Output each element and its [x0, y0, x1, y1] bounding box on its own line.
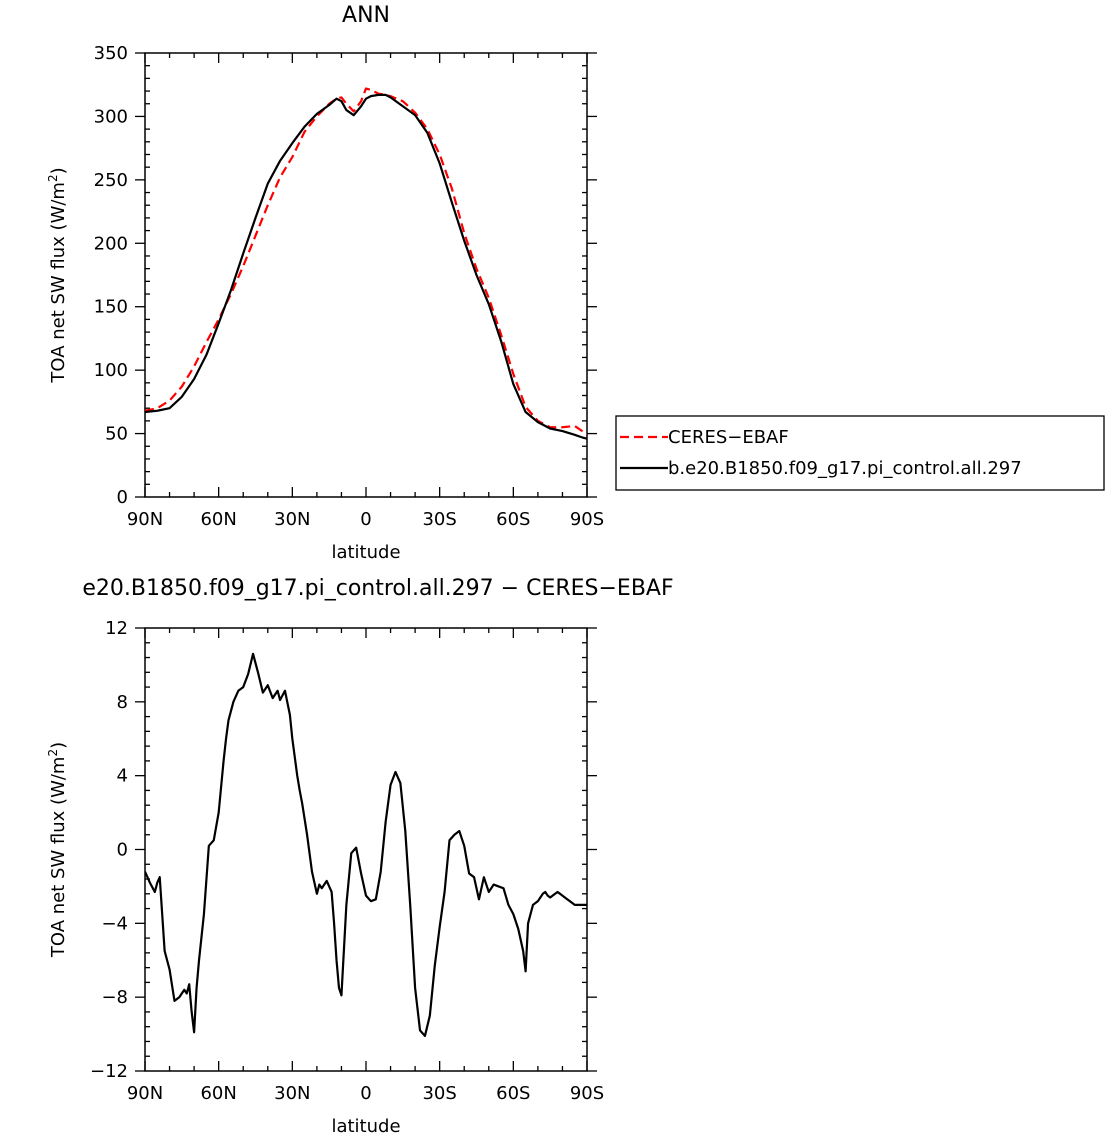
- legend-box: [615, 415, 1105, 491]
- y-axis-label: TOA net SW flux (W/m2): [46, 742, 69, 958]
- legend: CERES−EBAF b.e20.B1850.f09_g17.pi_control…: [615, 415, 1105, 491]
- top-panel: ANN 90N 60N 30N 0 30S 60S 90S 0 50 100 150 200 250 300…: [46, 3, 604, 563]
- y-tick-label: 0: [117, 840, 128, 861]
- x-tick-label: 30N: [274, 509, 310, 530]
- x-tick-label: 90N: [127, 1083, 163, 1104]
- series-line-b-e20-b1850-f09-g17-pi-control-all-297: [145, 93, 587, 440]
- x-tick-label: 90S: [570, 509, 604, 530]
- y-tick-label: 50: [105, 424, 128, 445]
- chart-title: ANN: [342, 3, 390, 28]
- bottom-panel: e20.B1850.f09_g17.pi_control.all.297 − C…: [46, 576, 674, 1137]
- y-axis-label: TOA net SW flux (W/m2): [46, 167, 69, 383]
- x-tick-label: 90S: [570, 1083, 604, 1104]
- y-tick-label: −12: [90, 1061, 128, 1082]
- x-axis-label: latitude: [331, 1116, 400, 1137]
- y-tick-label: 100: [94, 360, 128, 381]
- y-tick-label: 12: [105, 618, 128, 639]
- legend-label: CERES−EBAF: [668, 427, 789, 448]
- y-tick-label: 300: [94, 106, 128, 127]
- x-tick-label: 0: [360, 509, 371, 530]
- series-line-difference: [145, 652, 587, 1038]
- x-tick-label: 60N: [200, 509, 236, 530]
- y-tick-label: 250: [94, 170, 128, 191]
- y-tick-label: 8: [117, 692, 128, 713]
- plot-frame: [144, 52, 588, 498]
- x-tick-label: 60S: [496, 509, 530, 530]
- y-tick-label: 4: [117, 766, 128, 787]
- series-line-ceres-ebaf: [145, 87, 587, 436]
- y-tick-label: 350: [94, 43, 128, 64]
- x-tick-label: 90N: [127, 509, 163, 530]
- x-axis-label: latitude: [331, 542, 400, 563]
- x-tick-label: 30S: [422, 509, 456, 530]
- y-tick-label: 0: [117, 487, 128, 508]
- x-tick-label: 30S: [422, 1083, 456, 1104]
- chart-title: e20.B1850.f09_g17.pi_control.all.297 − C…: [82, 576, 673, 601]
- y-tick-label: −4: [101, 913, 128, 934]
- x-tick-label: 0: [360, 1083, 371, 1104]
- x-tick-label: 60S: [496, 1083, 530, 1104]
- y-tick-label: −8: [101, 987, 128, 1008]
- y-tick-label: 150: [94, 297, 128, 318]
- legend-label: b.e20.B1850.f09_g17.pi_control.all.297: [668, 458, 1022, 479]
- plot-frame: [144, 627, 588, 1072]
- x-tick-label: 60N: [200, 1083, 236, 1104]
- y-tick-label: 200: [94, 233, 128, 254]
- x-tick-label: 30N: [274, 1083, 310, 1104]
